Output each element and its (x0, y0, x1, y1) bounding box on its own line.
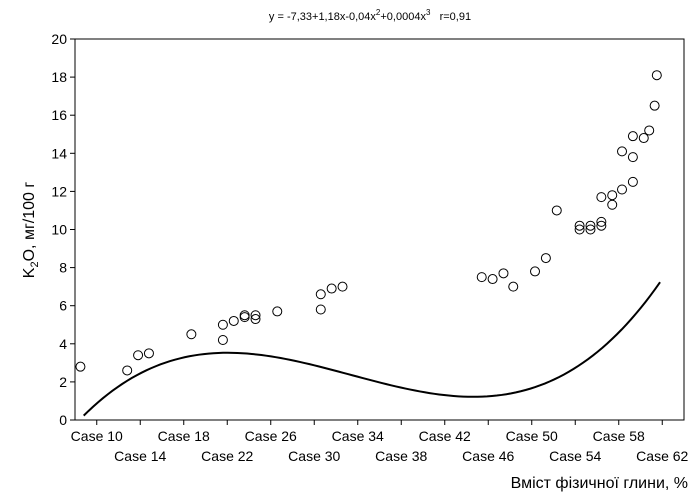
x-axis-ticks: Case 10 Case 18 Case 26 Case 34 Case 42 Case … (71, 420, 688, 464)
y-tick-label: 6 (59, 298, 67, 314)
x-tick-label: Case 18 (158, 428, 210, 444)
data-point (617, 184, 628, 195)
data-point (239, 310, 250, 321)
x-tick-label: Case 42 (419, 428, 471, 444)
x-tick-label: Case 58 (593, 428, 645, 444)
data-point (644, 125, 655, 136)
chart-title: y = -7,33+1,18x-0,04x2+0,0004x3 r=0,91 (269, 8, 471, 23)
x-tick-label: Case 30 (288, 448, 340, 464)
data-point (627, 176, 638, 187)
y-axis-title-post: O, мг/100 г (21, 182, 38, 262)
y-axis-ticks: 0 2 4 6 8 10 12 14 16 18 20 (51, 31, 75, 428)
data-point (617, 146, 628, 157)
data-point (122, 365, 133, 376)
data-point (508, 281, 519, 292)
data-point (75, 361, 86, 372)
data-point (143, 348, 154, 359)
data-point (649, 100, 660, 111)
chart-title-sup1: 2 (376, 8, 381, 17)
x-tick-label: Case 22 (201, 448, 253, 464)
data-point (326, 283, 337, 294)
data-point (585, 220, 596, 231)
data-point (315, 304, 326, 315)
x-tick-label: Case 14 (114, 448, 166, 464)
data-point (607, 190, 618, 201)
data-points (75, 70, 662, 376)
data-point (250, 310, 261, 321)
chart-title-sup2: 3 (426, 8, 431, 17)
data-point (585, 224, 596, 235)
data-point (487, 274, 498, 285)
x-tick-label: Case 62 (636, 448, 688, 464)
x-tick-label: Case 50 (506, 428, 558, 444)
data-point (596, 216, 607, 227)
data-point (607, 199, 618, 210)
data-point (217, 319, 228, 330)
data-point (337, 281, 348, 292)
x-tick-label: Case 54 (549, 448, 601, 464)
data-point (574, 224, 585, 235)
data-point (596, 192, 607, 203)
data-point (476, 272, 487, 283)
fit-curve (83, 281, 661, 417)
data-point (315, 289, 326, 300)
x-tick-label: Case 38 (375, 448, 427, 464)
data-point (250, 314, 261, 325)
y-tick-label: 18 (51, 69, 67, 85)
data-point (133, 350, 144, 361)
y-tick-label: 8 (59, 260, 67, 276)
data-point (498, 268, 509, 279)
x-tick-label: Case 46 (462, 448, 514, 464)
data-point (627, 131, 638, 142)
chart-title-main: y = -7,33+1,18x-0,04x (269, 11, 377, 23)
x-axis-title: Вміст фізичної глини, % (511, 475, 688, 492)
y-tick-label: 2 (59, 374, 67, 390)
y-tick-label: 12 (51, 183, 67, 199)
data-point (574, 220, 585, 231)
data-point (186, 329, 197, 340)
data-point (228, 315, 239, 326)
y-axis-title: K2O, мг/100 г (21, 182, 41, 279)
data-point (551, 205, 562, 216)
data-point (638, 133, 649, 144)
data-point (651, 70, 662, 81)
data-point (272, 306, 283, 317)
x-tick-label: Case 10 (71, 428, 123, 444)
y-axis-title-sub: 2 (29, 261, 41, 267)
data-point (217, 334, 228, 345)
data-point (540, 253, 551, 264)
chart-title-mid: +0,0004x (380, 11, 426, 23)
y-tick-label: 16 (51, 107, 67, 123)
y-axis-title-pre: K (21, 267, 38, 278)
x-tick-label: Case 34 (332, 428, 384, 444)
data-point (596, 220, 607, 231)
chart-title-tail: r=0,91 (430, 11, 471, 23)
y-tick-label: 4 (59, 336, 67, 352)
y-tick-label: 0 (59, 412, 67, 428)
x-tick-label: Case 26 (245, 428, 297, 444)
data-point (530, 266, 541, 277)
y-tick-label: 10 (51, 222, 67, 238)
y-tick-label: 20 (51, 31, 67, 47)
data-point (239, 312, 250, 323)
y-tick-label: 14 (51, 145, 67, 161)
data-point (627, 152, 638, 163)
